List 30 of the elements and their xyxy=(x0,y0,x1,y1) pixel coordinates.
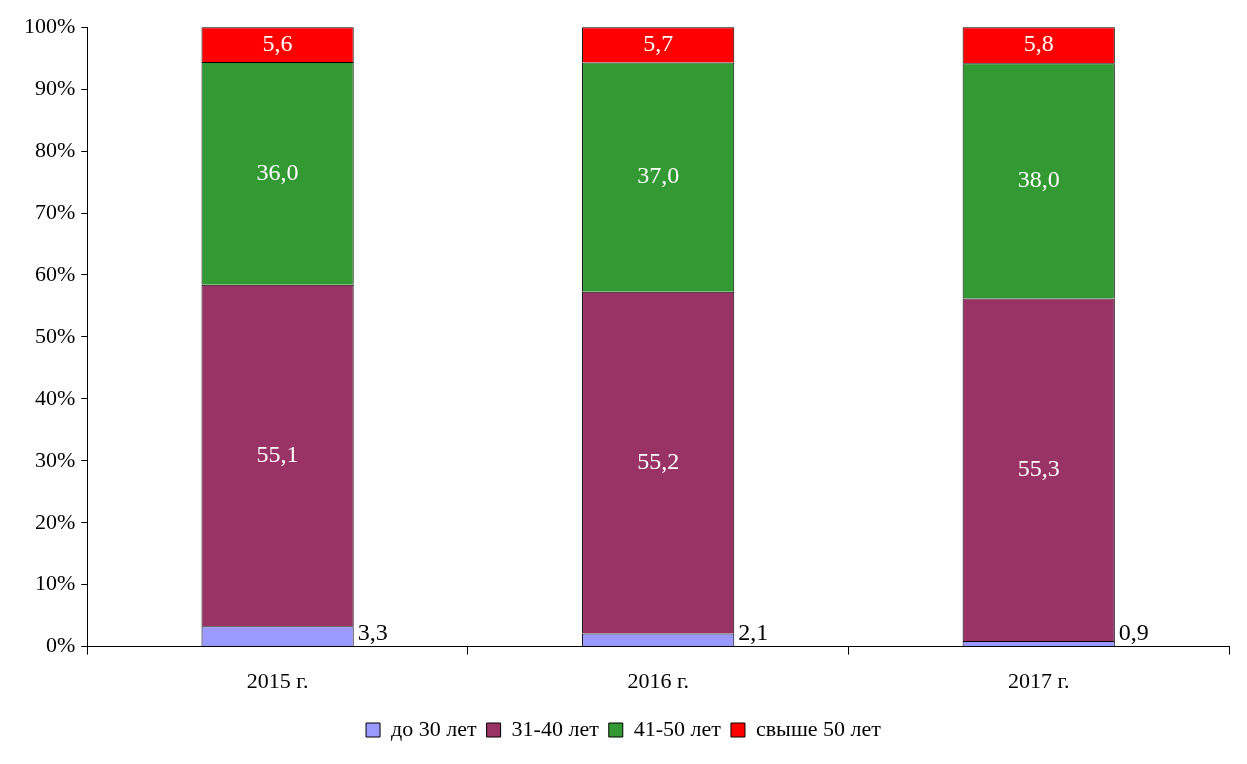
x-tick-label: 2015 г. xyxy=(246,667,309,693)
data-label: 38,0 xyxy=(1017,166,1060,193)
y-tick-label: 60% xyxy=(35,260,76,286)
y-tick-label: 40% xyxy=(35,384,76,410)
data-label: 0,9 xyxy=(1118,619,1149,646)
data-label: 55,2 xyxy=(637,447,680,474)
y-tick-label: 20% xyxy=(35,508,76,534)
y-tick-label: 50% xyxy=(35,322,76,348)
legend-label: до 30 лет xyxy=(391,715,477,741)
data-label: 3,3 xyxy=(357,619,388,646)
data-label: 36,0 xyxy=(256,158,299,185)
y-tick-label: 80% xyxy=(35,136,76,162)
y-tick-label: 90% xyxy=(35,74,76,100)
data-label: 5,7 xyxy=(643,30,674,57)
y-tick-label: 10% xyxy=(35,570,76,596)
legend-label: 31-40 лет xyxy=(511,715,600,741)
data-label: 55,1 xyxy=(256,440,299,467)
x-tick-label: 2017 г. xyxy=(1007,667,1070,693)
legend-label: 41-50 лет xyxy=(633,715,722,741)
data-label: 2,1 xyxy=(738,619,769,646)
data-label: 37,0 xyxy=(637,162,680,189)
x-tick-label: 2016 г. xyxy=(627,667,689,693)
y-tick-label: 100% xyxy=(24,12,76,38)
y-tick-label: 0% xyxy=(46,632,76,658)
data-label: 55,3 xyxy=(1017,455,1060,482)
data-label: 5,8 xyxy=(1023,30,1054,57)
legend-label: свыше 50 лет xyxy=(755,715,882,741)
data-label: 5,6 xyxy=(262,29,293,56)
y-tick-label: 30% xyxy=(35,446,76,472)
y-tick-label: 70% xyxy=(35,198,76,224)
